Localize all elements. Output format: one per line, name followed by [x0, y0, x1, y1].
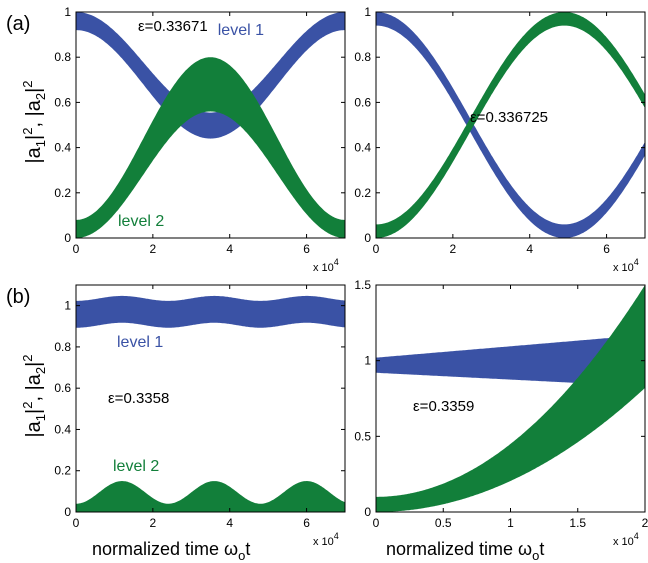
series-band-level-2	[76, 57, 345, 238]
panel-a-left: 0 2 4 6 0 0.2 0.4 0.6 0.8 1 x 104 ε=0.33671 level 1 l…	[54, 5, 346, 274]
x-axis-multiplier: x 104	[613, 531, 639, 548]
y-tick-label: 0.5	[354, 429, 371, 443]
x-tick-label: 0	[373, 516, 380, 530]
x-axis-label-right: normalized time ωot	[386, 539, 544, 563]
x-tick-label: 1	[507, 516, 514, 530]
x-axis-multiplier: x 104	[313, 531, 339, 548]
panel-a-right: 0 2 4 6 0 0.2 0.4 0.6 0.8 1 x 104 ε=0.336725	[354, 5, 646, 274]
y-tick-label: 0.6	[354, 95, 371, 109]
y-tick-label: 0.6	[54, 95, 71, 109]
x-tick-label: 4	[226, 516, 233, 530]
x-axis-multiplier: x 104	[613, 257, 639, 274]
axes-frame	[75, 11, 346, 239]
x-tick-label: 2	[150, 516, 157, 530]
x-tick-label: 4	[526, 242, 533, 256]
x-tick-label: 2	[150, 242, 157, 256]
series-band-level-2	[376, 12, 645, 238]
y-tick-label: 1	[64, 299, 71, 313]
x-tick-label: 6	[603, 242, 610, 256]
series-label-level-1: level 1	[117, 334, 163, 351]
axes-frame	[75, 284, 346, 513]
x-tick-label: 0	[373, 242, 380, 256]
y-tick-label: 1.5	[354, 278, 371, 292]
series-label-level-2: level 2	[118, 213, 164, 230]
epsilon-annotation: ε=0.3358	[108, 390, 169, 407]
svg-text:|a1|2, |a2|2: |a1|2, |a2|2	[20, 80, 48, 163]
y-tick-label: 0.4	[354, 141, 371, 155]
y-tick-label: 0.6	[54, 381, 71, 395]
x-tick-label: 6	[303, 242, 310, 256]
series-band-level-1	[76, 12, 345, 139]
y-tick-label: 0.4	[54, 141, 71, 155]
x-tick-label: 0	[73, 242, 80, 256]
y-tick-label: 0.8	[354, 50, 371, 64]
x-tick-label: 4	[226, 242, 233, 256]
y-axis-label-top: |a1|2, |a2|2	[20, 80, 48, 163]
series-band-level-1	[376, 334, 645, 387]
y-tick-label: 0.2	[354, 186, 371, 200]
y-tick-label: 0	[64, 505, 71, 519]
x-tick-label: 0	[73, 516, 80, 530]
y-tick-label: 0	[64, 231, 71, 245]
x-tick-label: 2	[450, 242, 457, 256]
series-label-level-2: level 2	[113, 458, 159, 475]
y-tick-label: 1	[364, 354, 371, 368]
x-tick-label: 0.5	[435, 516, 452, 530]
x-tick-label: 6	[303, 516, 310, 530]
panel-b-left: 0 2 4 6 0 0.2 0.4 0.6 0.8 1 x 104 ε=0.3358 level 1 le…	[54, 284, 346, 548]
y-tick-label: 0.8	[54, 50, 71, 64]
y-tick-label: 0.8	[54, 340, 71, 354]
epsilon-annotation: ε=0.33671	[138, 18, 208, 35]
x-axis-multiplier: x 104	[313, 257, 339, 274]
axes-frame	[375, 11, 646, 239]
panel-label-a: (a)	[6, 13, 30, 35]
y-tick-label: 0.2	[54, 464, 71, 478]
y-tick-label: 1	[364, 5, 371, 19]
y-tick-label: 0.4	[54, 422, 71, 436]
x-axis-label-left: normalized time ωot	[92, 539, 250, 563]
x-tick-label: 1.5	[569, 516, 586, 530]
series-band-level-1	[376, 12, 645, 238]
epsilon-annotation: ε=0.3359	[413, 398, 474, 415]
y-tick-label: 0	[364, 231, 371, 245]
y-tick-label: 1	[64, 5, 71, 19]
series-band-level-2	[76, 481, 345, 512]
series-band-level-2	[376, 285, 645, 512]
x-tick-label: 2	[642, 516, 648, 530]
y-tick-label: 0	[364, 505, 371, 519]
panel-b-right: 0 0.5 1 1.5 2 0 0.5 1 1.5 x 104 ε=0.3359	[354, 278, 648, 548]
series-band-level-1	[76, 295, 345, 328]
y-axis-label-bottom: |a1|2, |a2|2	[20, 354, 48, 437]
epsilon-annotation: ε=0.336725	[470, 109, 548, 126]
panel-label-b: (b)	[6, 286, 30, 308]
series-label-level-1: level 1	[218, 22, 264, 39]
y-tick-label: 0.2	[54, 186, 71, 200]
svg-text:|a1|2, |a2|2: |a1|2, |a2|2	[20, 354, 48, 437]
